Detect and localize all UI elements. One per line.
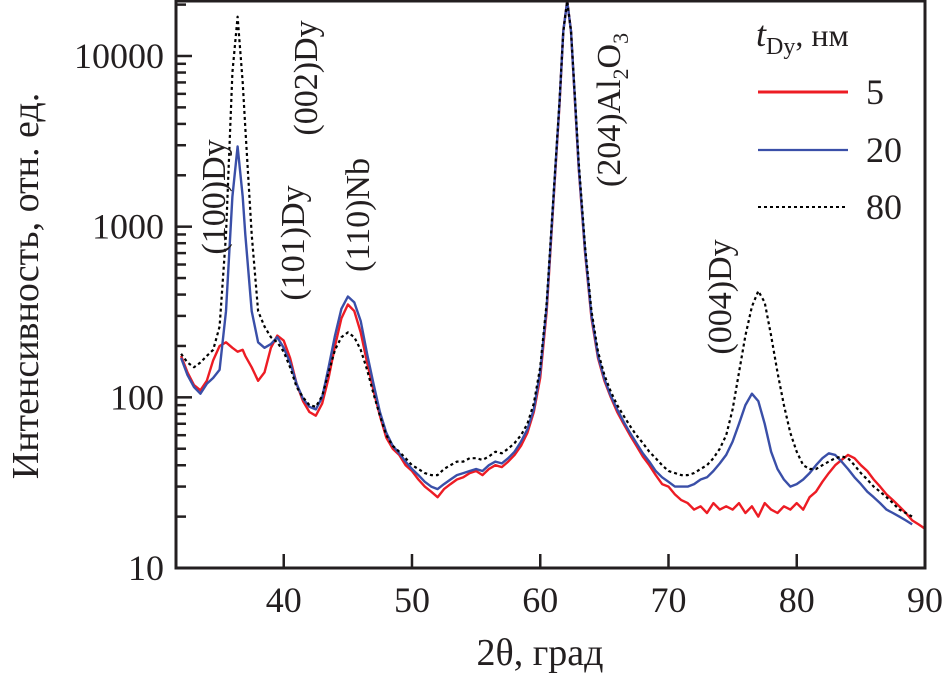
legend-label-5nm: 5 xyxy=(866,72,884,112)
y-tick-label-10000: 10000 xyxy=(74,36,164,76)
annotation-al2o3-main: (204)Al xyxy=(591,79,628,187)
annotation-110-nb: (110)Nb xyxy=(340,158,377,272)
series-layer xyxy=(179,1,925,530)
y-tick-labels: 10 100 1000 10000 xyxy=(74,36,164,588)
tick-layer xyxy=(176,3,798,570)
y-tick-label-1000: 1000 xyxy=(92,207,164,247)
legend: tDy, нм 5 20 80 xyxy=(756,14,902,227)
annotation-100-dy: (100)Dy xyxy=(196,139,233,254)
x-tick-label-40: 40 xyxy=(266,580,302,620)
y-axis-title: Интенсивность, отн. ед. xyxy=(5,93,47,479)
x-tick-label-60: 60 xyxy=(522,580,558,620)
plot-frame xyxy=(174,0,927,570)
x-axis-title: 2θ, град xyxy=(477,632,604,674)
annotation-204-al2o3: (204)Al2O3 xyxy=(591,33,633,187)
annotation-002-dy: (002)Dy xyxy=(288,20,325,135)
legend-label-80nm: 80 xyxy=(866,187,902,227)
y-tick-label-100: 100 xyxy=(110,377,164,417)
x-tick-label-50: 50 xyxy=(394,580,430,620)
annotation-al2o3-mid: O xyxy=(591,44,628,69)
x-tick-label-90: 90 xyxy=(907,580,943,620)
legend-title-main: t xyxy=(756,14,767,54)
x-tick-label-70: 70 xyxy=(650,580,686,620)
legend-label-20nm: 20 xyxy=(866,130,902,170)
annotation-004-dy: (004)Dy xyxy=(702,239,739,354)
x-tick-label-80: 80 xyxy=(779,580,815,620)
legend-title-unit: , нм xyxy=(795,17,848,53)
annotation-al2o3-sub2: 3 xyxy=(608,33,633,44)
legend-title: tDy, нм xyxy=(756,14,849,60)
y-tick-label-10: 10 xyxy=(128,548,164,588)
annotation-al2o3-sub1: 2 xyxy=(608,68,633,79)
legend-title-sub: Dy xyxy=(766,34,795,60)
annotation-101-dy: (101)Dy xyxy=(275,185,312,300)
x-tick-labels: 40 50 60 70 80 90 xyxy=(266,580,943,620)
